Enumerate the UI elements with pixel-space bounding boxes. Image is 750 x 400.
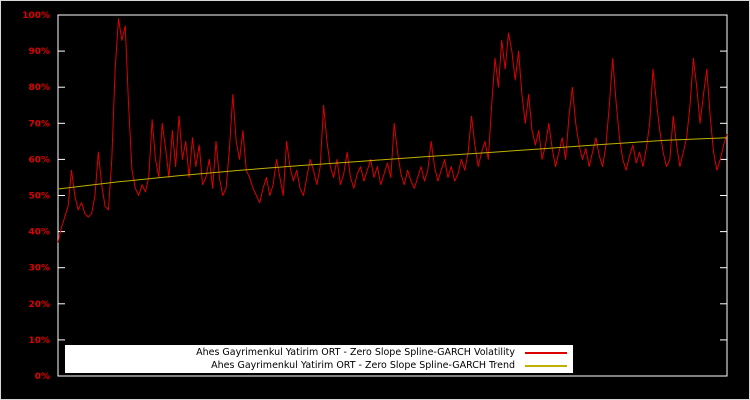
y-tick-label: 40% — [28, 228, 50, 238]
trend-line-sample — [525, 364, 567, 367]
y-tick-label: 0% — [35, 372, 50, 382]
y-tick-label: 30% — [28, 264, 50, 274]
volatility-line-swatch — [525, 351, 567, 354]
trend-series-line — [57, 137, 728, 190]
volatility-series-line — [57, 18, 728, 243]
trend-line-swatch — [525, 364, 567, 367]
legend-row-volatility: Ahes Gayrimenkul Yatirim ORT - Zero Slop… — [65, 346, 573, 359]
y-tick-label: 20% — [28, 300, 50, 310]
y-tick-label: 70% — [28, 119, 50, 129]
y-tick-label: 10% — [28, 336, 50, 346]
legend-label-volatility: Ahes Gayrimenkul Yatirim ORT - Zero Slop… — [196, 347, 515, 358]
legend-label-trend: Ahes Gayrimenkul Yatirim ORT - Zero Slop… — [211, 360, 515, 371]
y-tick-label: 80% — [28, 83, 50, 93]
legend-row-trend: Ahes Gayrimenkul Yatirim ORT - Zero Slop… — [65, 359, 573, 372]
plot-frame — [57, 14, 728, 377]
y-tick-label: 60% — [28, 155, 50, 165]
chart-legend: Ahes Gayrimenkul Yatirim ORT - Zero Slop… — [65, 345, 573, 373]
y-tick-label: 100% — [22, 11, 50, 21]
y-tick-label: 50% — [28, 192, 50, 202]
y-tick-label: 90% — [28, 47, 50, 57]
volatility-line-sample — [525, 351, 567, 354]
